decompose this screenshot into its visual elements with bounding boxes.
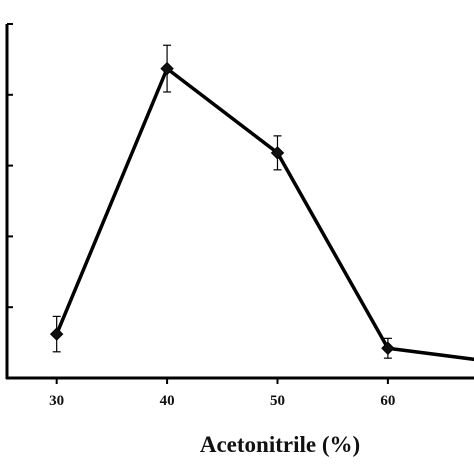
data-point <box>49 327 64 341</box>
series-layer <box>49 44 474 362</box>
series-line <box>55 65 474 362</box>
x-tick-label: 50 <box>270 393 285 409</box>
x-tick-label: 60 <box>380 393 395 409</box>
x-tick-label: 30 <box>49 393 64 409</box>
tick-labels: 30 40 50 60 <box>49 393 395 409</box>
data-point <box>270 146 285 160</box>
data-point <box>160 61 174 76</box>
data-point <box>381 341 395 355</box>
axes <box>5 23 474 384</box>
x-tick-label: 40 <box>160 393 175 409</box>
x-axis-title: Acetonitrile (%) <box>200 432 360 457</box>
